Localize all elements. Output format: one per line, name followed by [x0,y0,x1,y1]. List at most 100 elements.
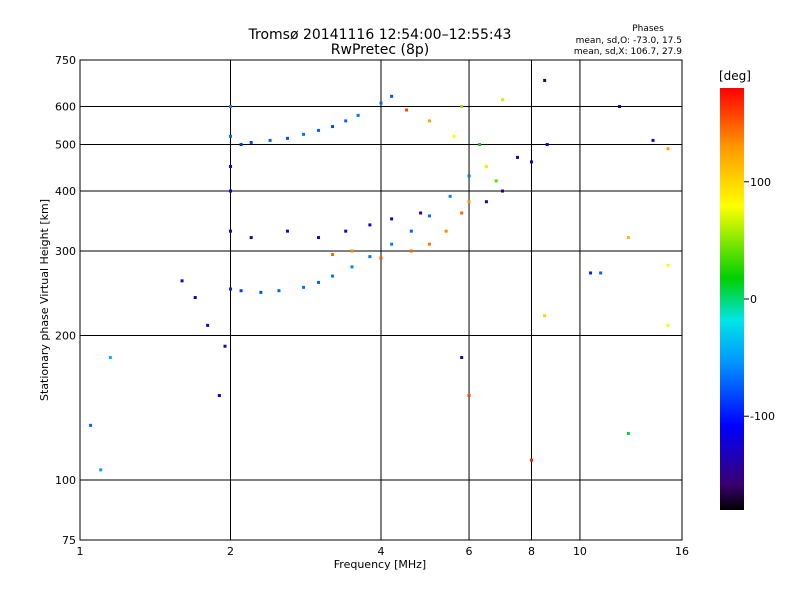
data-point [467,394,471,398]
chart-title: Tromsø 20141116 12:54:00–12:55:43 [248,27,512,43]
data-point [356,113,360,117]
data-point [368,255,372,259]
data-point [229,229,232,233]
data-point [344,119,348,123]
data-point [666,147,670,151]
data-point [501,98,505,102]
data-point [259,290,263,294]
data-point [599,271,603,275]
data-point [494,179,498,183]
data-point [277,289,281,293]
data-point [217,394,221,398]
data-point [626,236,630,240]
data-point [444,229,448,233]
data-point [409,229,413,233]
x-tick-label: 1 [77,545,84,558]
data-point [317,128,321,132]
data-point [666,263,670,267]
data-point [618,105,622,109]
x-tick-label: 10 [573,545,587,558]
y-tick-label: 200 [55,330,76,343]
data-point [379,101,383,105]
data-point [229,287,232,291]
data-point [180,279,184,283]
data-point [268,138,272,142]
data-point [206,323,210,327]
data-point [589,271,593,275]
data-point [515,155,519,159]
data-point [331,253,335,257]
data-point [484,164,488,168]
data-point [344,229,348,233]
data-point [452,134,456,138]
data-point [317,236,321,240]
data-point [108,355,112,359]
y-tick-label: 100 [55,474,76,487]
data-point [409,249,413,253]
x-tick-label: 16 [675,545,689,558]
data-point [419,211,423,215]
data-point [249,140,253,144]
data-point [379,256,383,260]
data-point [89,423,93,427]
x-tick-label: 2 [227,545,234,558]
colorbar [720,88,744,510]
colorbar-tick-label: 0 [750,293,757,306]
data-point [390,94,394,98]
x-tick-label: 6 [466,545,473,558]
data-point [317,280,321,284]
data-point [249,236,253,240]
data-point [229,134,232,138]
x-axis-label: Frequency [MHz] [334,558,426,571]
data-point [331,125,335,129]
phase-stats-o: mean, sd,O: -73.0, 17.5 [576,36,682,46]
phase-stats-x: mean, sd,X: 106.7, 27.9 [574,47,682,57]
data-point [545,143,549,147]
data-point [302,132,306,136]
data-point [229,189,232,193]
y-tick-label: 500 [55,139,76,152]
y-tick-label: 750 [55,54,76,67]
y-tick-label: 600 [55,101,76,114]
data-point [427,242,431,246]
data-point [229,105,232,109]
data-point [193,296,197,300]
data-point [460,355,464,359]
data-point [99,468,103,472]
data-point [467,200,471,204]
y-tick-label: 400 [55,185,76,198]
colorbar-label: [deg] [719,69,751,83]
data-point [223,344,227,348]
y-axis-label: Stationary phase Virtual Height [km] [38,199,51,401]
data-point [543,314,547,318]
data-point [239,143,243,147]
data-point [530,458,533,462]
data-points [89,78,670,472]
data-point [460,211,464,215]
x-axis-ticks: 1 2 4 6 8 10 16 [77,545,690,558]
x-tick-label: 8 [528,545,535,558]
data-point [448,194,452,198]
data-point [350,265,354,269]
phase-stats-heading: Phases [632,24,664,34]
data-point [626,432,630,436]
data-point [427,119,431,123]
data-point [390,242,394,246]
plot-frame [79,59,683,541]
y-tick-label: 75 [62,534,76,547]
data-point [543,78,547,82]
data-point [478,143,482,147]
data-point [390,217,394,221]
data-point [239,289,243,293]
data-point [530,160,533,164]
data-point [302,285,306,289]
data-point [350,249,354,253]
colorbar-tick-label: 100 [750,176,771,189]
data-point [285,136,289,140]
data-point [651,138,655,142]
data-point [405,108,409,112]
data-point [484,200,488,204]
x-tick-label: 4 [378,545,385,558]
colorbar-tick-label: -100 [750,410,775,423]
